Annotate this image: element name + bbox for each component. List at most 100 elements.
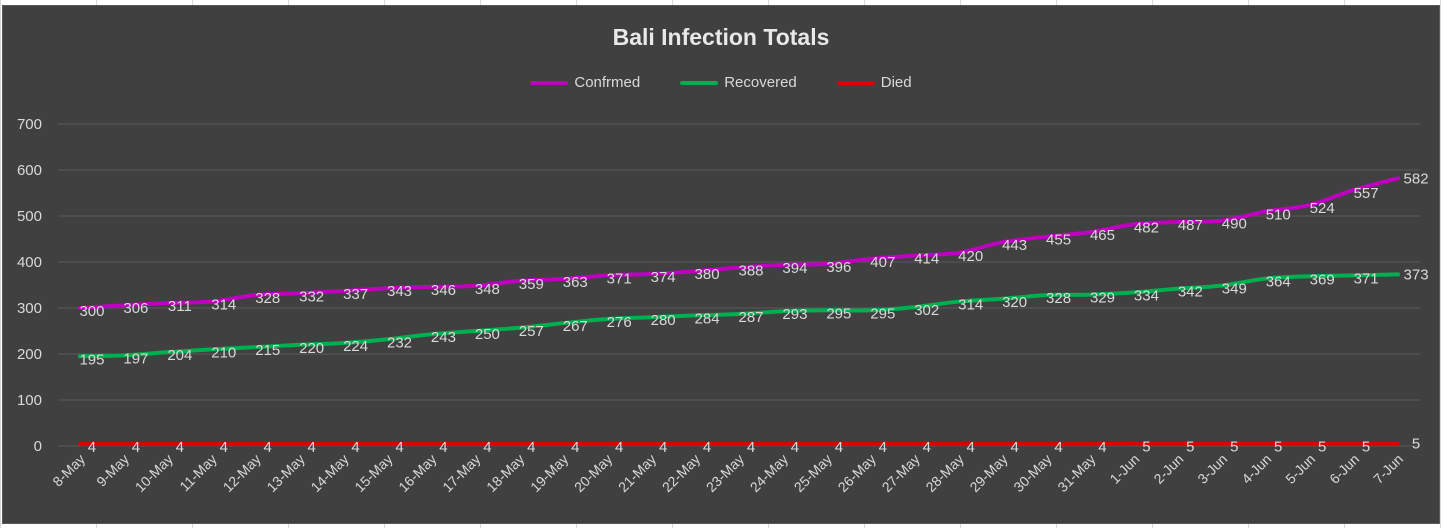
x-tick-label: 7-Jun — [1370, 451, 1406, 487]
data-label-recovered: 243 — [431, 329, 456, 346]
data-label-died: 4 — [483, 439, 491, 456]
legend-item-recovered: Recovered — [680, 74, 797, 91]
data-label-recovered: 215 — [255, 342, 280, 359]
data-label-confirmed: 490 — [1222, 216, 1247, 233]
x-tick-label: 19-May — [527, 451, 571, 495]
data-label-confirmed: 337 — [343, 286, 368, 303]
x-tick-label: 8-May — [49, 451, 88, 490]
legend-swatch-recovered — [680, 80, 719, 85]
legend-item-died: Died — [836, 74, 912, 91]
x-tick-label: 15-May — [351, 451, 395, 495]
chart-legend: Confrmed Recovered Died — [3, 74, 1439, 91]
data-label-confirmed: 359 — [519, 276, 544, 293]
x-tick-label: 18-May — [483, 451, 527, 495]
data-label-recovered: 295 — [826, 305, 851, 322]
series-line-died — [77, 441, 1401, 447]
data-label-died: 4 — [747, 439, 755, 456]
y-tick-label: 400 — [17, 254, 42, 271]
x-tick-label: 22-May — [659, 451, 703, 495]
x-tick-label: 31-May — [1054, 451, 1098, 495]
data-label-confirmed: 306 — [123, 300, 148, 317]
data-label-recovered: 328 — [1046, 290, 1071, 307]
data-label-died: 4 — [615, 439, 623, 456]
x-tick-label: 9-May — [93, 451, 132, 490]
data-label-recovered: 204 — [167, 347, 192, 364]
data-label-recovered: 250 — [475, 326, 500, 343]
chart-title: Bali Infection Totals — [612, 24, 830, 50]
x-tick-label: 24-May — [747, 451, 791, 495]
data-label-confirmed: 465 — [1090, 227, 1115, 244]
data-label-recovered: 342 — [1178, 284, 1203, 301]
x-tick-label: 17-May — [439, 451, 483, 495]
data-label-confirmed: 420 — [958, 248, 983, 265]
y-tick-label: 200 — [17, 346, 42, 363]
data-label-recovered: 280 — [651, 312, 676, 329]
x-tick-label: 13-May — [263, 451, 307, 495]
data-label-confirmed: 343 — [387, 283, 412, 300]
data-label-confirmed: 396 — [826, 259, 851, 276]
x-tick-label: 14-May — [307, 451, 351, 495]
data-label-confirmed: 300 — [79, 303, 104, 320]
data-label-died: 4 — [264, 439, 272, 456]
data-label-died: 5 — [1186, 439, 1194, 456]
chart-area[interactable]: Bali Infection Totals Confrmed Recovered… — [2, 5, 1440, 524]
data-label-died: 4 — [571, 439, 579, 456]
data-label-died: 5 — [1274, 439, 1282, 456]
data-label-died: 4 — [1054, 439, 1062, 456]
data-label-died: 4 — [527, 439, 535, 456]
data-label-recovered: 257 — [519, 323, 544, 340]
x-tick-label: 23-May — [703, 451, 747, 495]
legend-label-recovered: Recovered — [724, 74, 797, 91]
data-label-confirmed: 582 — [1404, 170, 1429, 187]
data-label-confirmed: 346 — [431, 282, 456, 299]
data-label-recovered: 295 — [870, 305, 895, 322]
series-line-recovered — [77, 272, 1401, 359]
data-label-recovered: 284 — [695, 310, 720, 327]
data-label-confirmed: 414 — [914, 251, 939, 268]
data-label-confirmed: 455 — [1046, 232, 1071, 249]
data-label-confirmed: 407 — [870, 254, 895, 271]
data-label-died: 4 — [923, 439, 931, 456]
legend-item-confirmed: Confrmed — [530, 74, 640, 91]
data-label-recovered: 197 — [123, 350, 148, 367]
y-tick-label: 0 — [34, 438, 42, 455]
data-label-died: 4 — [879, 439, 887, 456]
data-label-died: 5 — [1318, 439, 1326, 456]
data-label-recovered: 371 — [1354, 270, 1379, 287]
data-label-died: 4 — [835, 439, 843, 456]
legend-swatch-confirmed — [530, 80, 569, 85]
x-tick-label: 5-Jun — [1282, 451, 1318, 487]
data-label-died: 5 — [1362, 439, 1370, 456]
data-label-confirmed: 332 — [299, 288, 324, 305]
data-label-died: 4 — [132, 439, 140, 456]
data-label-confirmed: 311 — [168, 298, 192, 315]
x-tick-label: 25-May — [791, 451, 835, 495]
x-tick-label: 6-Jun — [1326, 451, 1362, 487]
data-label-recovered: 267 — [563, 318, 588, 335]
data-label-confirmed: 314 — [211, 297, 236, 314]
data-label-recovered: 220 — [299, 340, 324, 357]
data-label-died: 4 — [307, 439, 315, 456]
x-tick-label: 29-May — [966, 451, 1010, 495]
data-label-confirmed: 394 — [782, 260, 807, 277]
x-tick-label: 30-May — [1010, 451, 1054, 495]
x-tick-label: 1-Jun — [1106, 451, 1142, 487]
data-label-died: 4 — [791, 439, 799, 456]
data-label-died: 4 — [659, 439, 667, 456]
data-label-confirmed: 443 — [1002, 237, 1027, 254]
x-tick-label: 21-May — [615, 451, 659, 495]
x-tick-label: 10-May — [132, 451, 176, 495]
data-label-recovered: 334 — [1134, 287, 1159, 304]
data-label-died: 4 — [703, 439, 711, 456]
data-label-died: 4 — [88, 439, 96, 456]
data-label-confirmed: 557 — [1354, 185, 1379, 202]
data-label-recovered: 293 — [782, 306, 807, 323]
data-label-died: 4 — [351, 439, 359, 456]
data-label-recovered: 373 — [1404, 266, 1429, 283]
x-tick-label: 27-May — [879, 451, 923, 495]
data-label-died: 4 — [395, 439, 403, 456]
data-label-confirmed: 363 — [563, 274, 588, 291]
data-label-died: 4 — [220, 439, 228, 456]
data-label-confirmed: 371 — [607, 270, 632, 287]
